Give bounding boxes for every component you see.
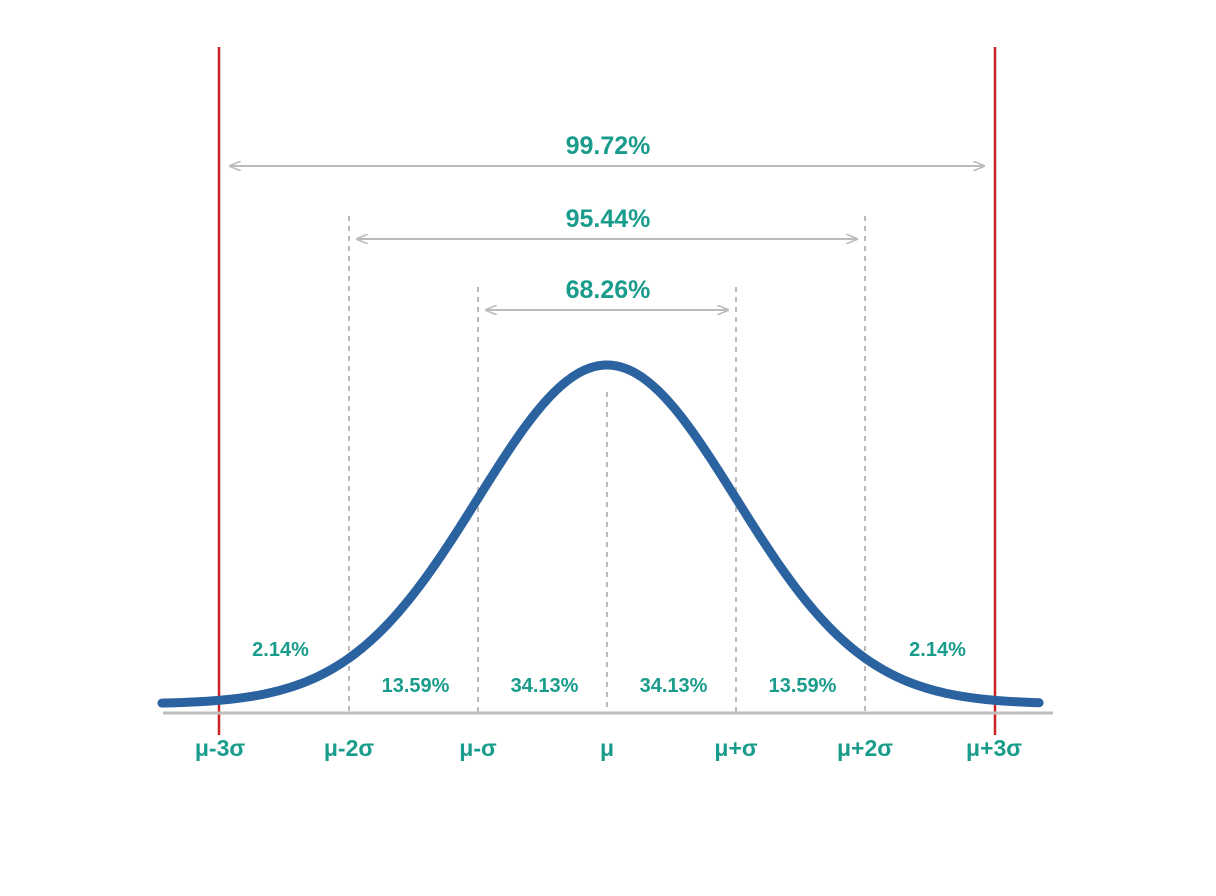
- span-label: 99.72%: [566, 132, 651, 160]
- tick-label: μ+3σ: [966, 735, 1022, 761]
- region-label: 34.13%: [511, 675, 579, 697]
- tick-label: μ-σ: [459, 735, 497, 761]
- region-label: 13.59%: [382, 675, 450, 697]
- span-percentage-labels: 99.72% 95.44% 68.26%: [566, 132, 651, 304]
- tick-label: μ-3σ: [195, 735, 246, 761]
- region-percentage-labels: 2.14% 13.59% 34.13% 34.13% 13.59% 2.14%: [252, 639, 966, 697]
- bell-curve: [157, 360, 1044, 708]
- span-label: 95.44%: [566, 205, 651, 233]
- region-label: 34.13%: [640, 675, 708, 697]
- region-label: 2.14%: [252, 639, 309, 661]
- span-label: 68.26%: [566, 276, 651, 304]
- region-label: 2.14%: [909, 639, 966, 661]
- tick-label: μ-2σ: [324, 735, 375, 761]
- tick-label: μ+2σ: [837, 735, 893, 761]
- three-sigma-limit-lines: [217, 47, 997, 735]
- span-arrows: [230, 166, 984, 310]
- tick-label: μ+σ: [714, 735, 758, 761]
- x-tick-labels: μ-3σ μ-2σ μ-σ μ μ+σ μ+2σ μ+3σ: [195, 735, 1022, 761]
- tick-label: μ: [600, 735, 614, 761]
- region-label: 13.59%: [769, 675, 837, 697]
